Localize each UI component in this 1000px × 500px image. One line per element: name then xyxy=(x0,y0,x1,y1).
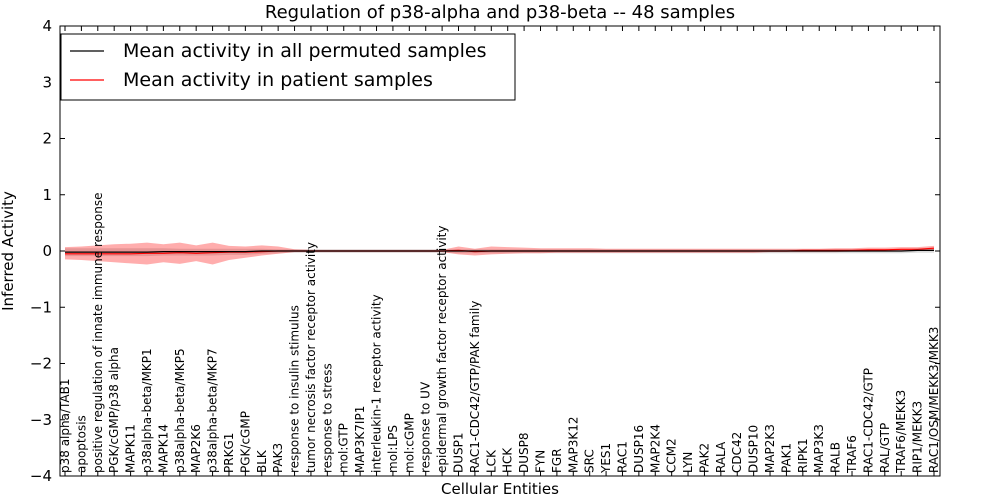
x-tick-label: DUSP16 xyxy=(632,425,646,473)
x-tick-label: LYN xyxy=(681,452,695,473)
legend-label-patient: Mean activity in patient samples xyxy=(123,69,433,91)
y-axis-label: Inferred Activity xyxy=(0,191,17,311)
x-tick-label: p38 alpha/TAB1 xyxy=(58,379,72,473)
x-tick-label: PAK1 xyxy=(779,443,793,473)
x-tick-label: RALB xyxy=(829,442,843,473)
x-tick-label: mol:GTP xyxy=(337,423,351,473)
x-tick-label: response to insulin stimulus xyxy=(288,305,302,473)
x-tick-label: MAP2K4 xyxy=(648,424,662,473)
x-tick-label: mol:LPS xyxy=(386,425,400,473)
x-tick-label: p38alpha-beta/MKP5 xyxy=(173,348,187,473)
x-tick-label: PAK2 xyxy=(698,443,712,473)
x-tick-label: CDC42 xyxy=(730,432,744,473)
legend-label-permuted: Mean activity in all permuted samples xyxy=(123,40,486,62)
x-tick-label: FGR xyxy=(550,448,564,473)
x-tick-label: MAPK14 xyxy=(156,424,170,473)
x-tick-label: TRAF6/MEKK3 xyxy=(894,390,908,474)
x-tick-label: response to UV xyxy=(419,381,433,473)
x-tick-label: MAPK11 xyxy=(124,424,138,473)
series-line-permuted xyxy=(65,249,934,253)
x-tick-label: SRC xyxy=(583,449,597,473)
x-tick-label: response to stress xyxy=(320,363,334,473)
y-tick-label: 0 xyxy=(42,242,52,260)
x-tick-label: PGK/cGMP/p38 alpha xyxy=(107,347,121,473)
x-tick-label: RAC1 xyxy=(616,441,630,473)
y-tick-label: −4 xyxy=(30,467,52,485)
x-tick-label: HCK xyxy=(501,447,515,473)
x-axis-label: Cellular Entities xyxy=(441,480,559,498)
x-tick-label: DUSP10 xyxy=(747,425,761,473)
x-tick-label: RAC1-CDC42/GTP/PAK family xyxy=(468,301,482,473)
y-tick-label: −2 xyxy=(30,355,52,373)
x-tick-label: RIPK1 xyxy=(796,438,810,473)
x-tick-label: MAP2K3 xyxy=(763,424,777,473)
x-tick-label: PGK/cGMP xyxy=(238,411,252,473)
y-tick-label: −1 xyxy=(30,298,52,316)
x-tick-label: PAK3 xyxy=(271,443,285,473)
x-tick-label: interleukin-1 receptor activity xyxy=(370,294,384,473)
x-tick-label: LCK xyxy=(484,449,498,473)
x-tick-label: RAC1/OSM/MEKK3/MKK3 xyxy=(927,327,941,473)
y-tick-label: 3 xyxy=(42,73,52,91)
x-tick-label: RAC1-CDC42/GTP xyxy=(861,368,875,473)
x-tick-label: epidermal growth factor receptor activit… xyxy=(435,226,449,473)
x-tick-label: FYN xyxy=(534,450,548,473)
x-tick-label: DUSP1 xyxy=(452,432,466,473)
x-tick-label: TRAF6 xyxy=(845,435,859,474)
x-tick-label: MAP2K6 xyxy=(189,424,203,473)
y-tick-label: 1 xyxy=(42,186,52,204)
x-tick-label: tumor necrosis factor receptor activity xyxy=(304,242,318,473)
legend: Mean activity in all permuted samples Me… xyxy=(60,33,516,101)
legend-box xyxy=(60,33,516,101)
x-tick-label: RIP1/MEKK3 xyxy=(911,401,925,473)
chart-title: Regulation of p38-alpha and p38-beta -- … xyxy=(265,2,735,23)
y-tick-label: 4 xyxy=(42,17,52,35)
x-tick-label: RALA xyxy=(714,441,728,473)
x-tick-label: positive regulation of innate immune res… xyxy=(91,193,105,473)
x-tick-label: DUSP8 xyxy=(517,432,531,473)
x-tick-label: PRKG1 xyxy=(222,433,236,473)
band-patient xyxy=(65,242,934,265)
x-tick-label: mol:cGMP xyxy=(402,413,416,473)
y-tick-label: −3 xyxy=(30,411,52,429)
x-tick-label: YES1 xyxy=(599,443,613,474)
x-tick-label: CCM2 xyxy=(665,438,679,473)
x-tick-label: apoptosis xyxy=(74,415,88,473)
x-tick-label: MAP3K3 xyxy=(812,424,826,473)
x-tick-label: MAP3K7IP1 xyxy=(353,406,367,473)
x-tick-label: BLK xyxy=(255,449,269,473)
band-permuted xyxy=(65,248,934,257)
x-tick-label: p38alpha-beta/MKP1 xyxy=(140,348,154,473)
x-tick-label: p38alpha-beta/MKP7 xyxy=(206,348,220,473)
y-tick-label: 2 xyxy=(42,130,52,148)
x-tick-label: MAP3K12 xyxy=(566,416,580,473)
x-tick-label: RAL/GTP xyxy=(878,423,892,473)
